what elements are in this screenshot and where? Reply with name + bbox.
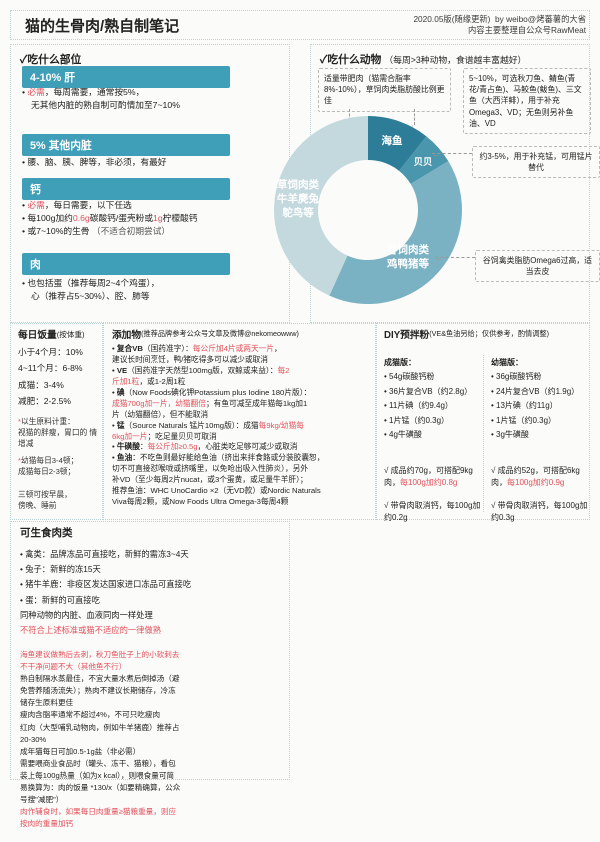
svg-text:谷饲肉类: 谷饲肉类	[387, 243, 429, 256]
svg-text:牛羊麂兔: 牛羊麂兔	[277, 192, 319, 205]
svg-text:贝贝: 贝贝	[414, 157, 433, 167]
svg-text:鸵鸟等: 鸵鸟等	[282, 206, 314, 219]
svg-text:鸡鸭猪等: 鸡鸭猪等	[386, 257, 429, 270]
svg-text:草饲肉类: 草饲肉类	[277, 178, 319, 191]
svg-text:海鱼: 海鱼	[382, 134, 403, 147]
